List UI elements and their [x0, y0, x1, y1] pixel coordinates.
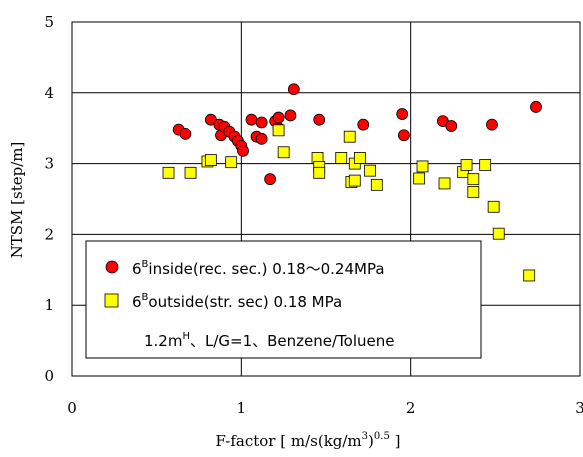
y-tick-label: 2: [44, 225, 54, 243]
data-point-outside: [162, 166, 175, 179]
data-point-outside: [343, 130, 356, 143]
x-tick-label: 3: [575, 399, 583, 417]
data-point-inside: [486, 118, 498, 131]
y-tick-label: 4: [44, 84, 54, 102]
x-tick-label: 0: [67, 399, 77, 417]
data-point-outside: [225, 156, 238, 169]
data-point-outside: [353, 152, 366, 164]
y-tick-label: 3: [44, 155, 54, 173]
series-inside-points: [172, 83, 542, 186]
legend-box: [85, 240, 482, 359]
data-point-inside: [357, 118, 370, 131]
legend-item-outside: 6Boutside(str. sec) 0.18 MPa: [132, 292, 342, 311]
data-point-outside: [413, 172, 426, 185]
plot-frame: [71, 21, 581, 377]
data-point-outside: [492, 227, 505, 240]
data-point-outside: [204, 154, 217, 166]
data-point-inside: [284, 109, 297, 122]
x-tick-label: 1: [237, 399, 247, 417]
data-point-outside: [184, 166, 197, 179]
data-point-outside: [364, 164, 376, 177]
x-tick-label: 2: [406, 399, 416, 417]
data-point-inside: [287, 83, 300, 96]
data-point-inside: [264, 173, 277, 186]
data-point-outside: [467, 186, 480, 198]
data-point-outside: [272, 124, 285, 137]
data-point-inside: [255, 132, 268, 145]
grid-lines: [72, 22, 580, 376]
data-point-outside: [467, 173, 480, 186]
tick-labels: 0 1 2 3 4 5 0 1 2 3: [44, 13, 583, 417]
data-point-inside: [245, 113, 258, 126]
legend-note: 1.2mH、L/G=1、Benzene/Toluene: [144, 331, 395, 350]
data-point-outside: [313, 166, 326, 179]
data-point-inside: [313, 113, 326, 126]
data-point-outside: [438, 177, 451, 190]
legend-item-inside: 6Binside(rec. sec.) 0.18～0.24MPa: [132, 259, 385, 278]
data-point-outside: [348, 174, 361, 187]
y-tick-label: 0: [44, 367, 54, 385]
x-axis-title: F-factor [ m/s(kg/m3)0.5 ]: [216, 431, 401, 450]
series-outside-points: [162, 124, 536, 282]
data-point-outside: [487, 200, 500, 213]
data-point-outside: [370, 178, 383, 191]
data-point-inside: [396, 108, 409, 120]
legend-circle-marker: [105, 260, 119, 274]
data-point-inside: [445, 120, 458, 132]
data-point-inside: [237, 144, 249, 157]
data-point-outside: [335, 152, 348, 164]
y-axis-title: NTSM [step/m]: [8, 142, 26, 259]
y-tick-label: 1: [44, 296, 54, 314]
data-point-outside: [479, 159, 492, 171]
data-point-inside: [255, 116, 268, 129]
legend-square-marker: [104, 293, 119, 308]
data-point-inside: [272, 111, 285, 124]
data-point-outside: [277, 146, 290, 159]
y-tick-label: 5: [44, 13, 54, 31]
data-point-outside: [416, 160, 429, 173]
data-point-outside: [523, 269, 536, 282]
data-point-inside: [530, 101, 542, 113]
data-point-outside: [460, 159, 473, 171]
data-point-inside: [397, 129, 410, 142]
data-point-inside: [179, 127, 192, 140]
legend: 6Binside(rec. sec.) 0.18～0.24MPa 6Boutsi…: [85, 240, 482, 359]
